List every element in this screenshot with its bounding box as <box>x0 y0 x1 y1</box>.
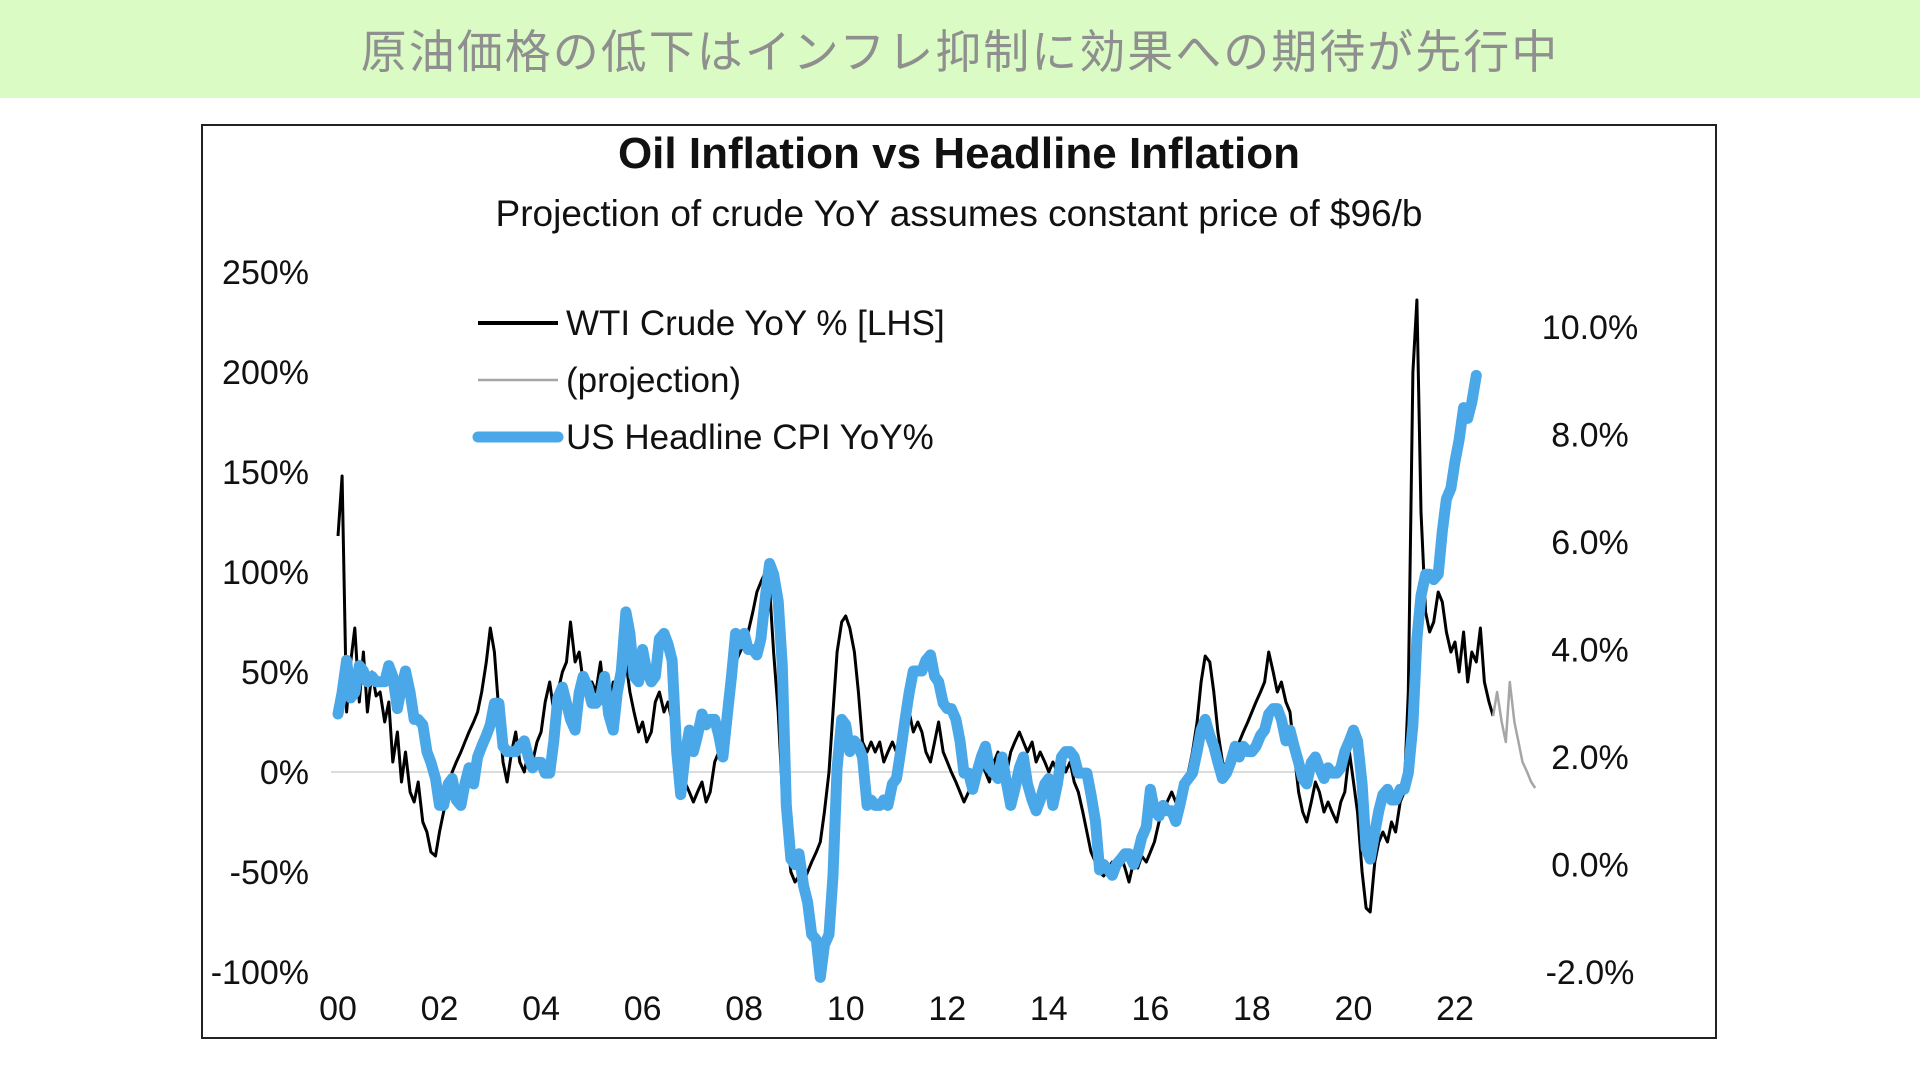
series-line-cpi <box>332 369 1482 983</box>
x-tick-label: 14 <box>1030 990 1068 1028</box>
y-left-tick-label: 250% <box>222 254 309 292</box>
chart: Oil Inflation vs Headline Inflation Proj… <box>211 129 1638 1028</box>
x-tick-label: 20 <box>1335 990 1373 1028</box>
y-right-tick-label: 2.0% <box>1551 739 1629 777</box>
series-line-wti <box>336 298 1495 914</box>
x-tick-label: 06 <box>624 990 662 1028</box>
y-left-tick-label: 100% <box>222 554 309 592</box>
y-left-tick-label: 0% <box>260 754 309 792</box>
legend: WTI Crude YoY % [LHS] (projection) US He… <box>472 304 945 457</box>
x-tick-label: 18 <box>1233 990 1271 1028</box>
y-right-tick-label: 4.0% <box>1551 632 1629 670</box>
x-tick-label: 12 <box>928 990 966 1028</box>
y-left-tick-label: 50% <box>241 654 309 692</box>
x-tick-label: 22 <box>1436 990 1474 1028</box>
y-right-tick-label: 6.0% <box>1551 524 1629 562</box>
series-line-projection <box>1491 680 1537 789</box>
x-tick-label: 00 <box>319 990 357 1028</box>
legend-label-cpi: US Headline CPI YoY% <box>566 418 934 457</box>
x-tick-label: 10 <box>827 990 865 1028</box>
legend-label-wti: WTI Crude YoY % [LHS] <box>566 304 945 343</box>
x-axis: 00 02 04 06 08 10 12 14 16 18 20 22 <box>319 990 1474 1028</box>
banner-title: 原油価格の低下はインフレ抑制に効果への期待が先行中 <box>360 25 1560 79</box>
x-tick-label: 08 <box>725 990 763 1028</box>
x-tick-label: 02 <box>421 990 459 1028</box>
chart-frame: Oil Inflation vs Headline Inflation Proj… <box>201 124 1717 1039</box>
chart-subtitle: Projection of crude YoY assumes constant… <box>496 193 1423 234</box>
y-right-tick-label: 0.0% <box>1551 847 1629 885</box>
x-tick-label: 16 <box>1131 990 1169 1028</box>
y-left-tick-label: -50% <box>230 854 309 892</box>
banner: 原油価格の低下はインフレ抑制に効果への期待が先行中 <box>0 0 1920 98</box>
y-right-tick-label: 8.0% <box>1551 417 1629 455</box>
chart-title: Oil Inflation vs Headline Inflation <box>618 129 1300 178</box>
y-right-tick-label: 10.0% <box>1542 309 1638 347</box>
y-left-tick-label: 150% <box>222 454 309 492</box>
x-tick-label: 04 <box>522 990 560 1028</box>
legend-label-projection: (projection) <box>566 361 741 400</box>
y-left-tick-label: -100% <box>211 954 309 992</box>
y-right-tick-label: -2.0% <box>1546 954 1635 992</box>
y-left-tick-label: 200% <box>222 354 309 392</box>
y-left-axis: 250% 200% 150% 100% 50% 0% -50% -100% <box>211 254 309 992</box>
y-right-axis: 10.0% 8.0% 6.0% 4.0% 2.0% 0.0% -2.0% <box>1542 309 1638 992</box>
